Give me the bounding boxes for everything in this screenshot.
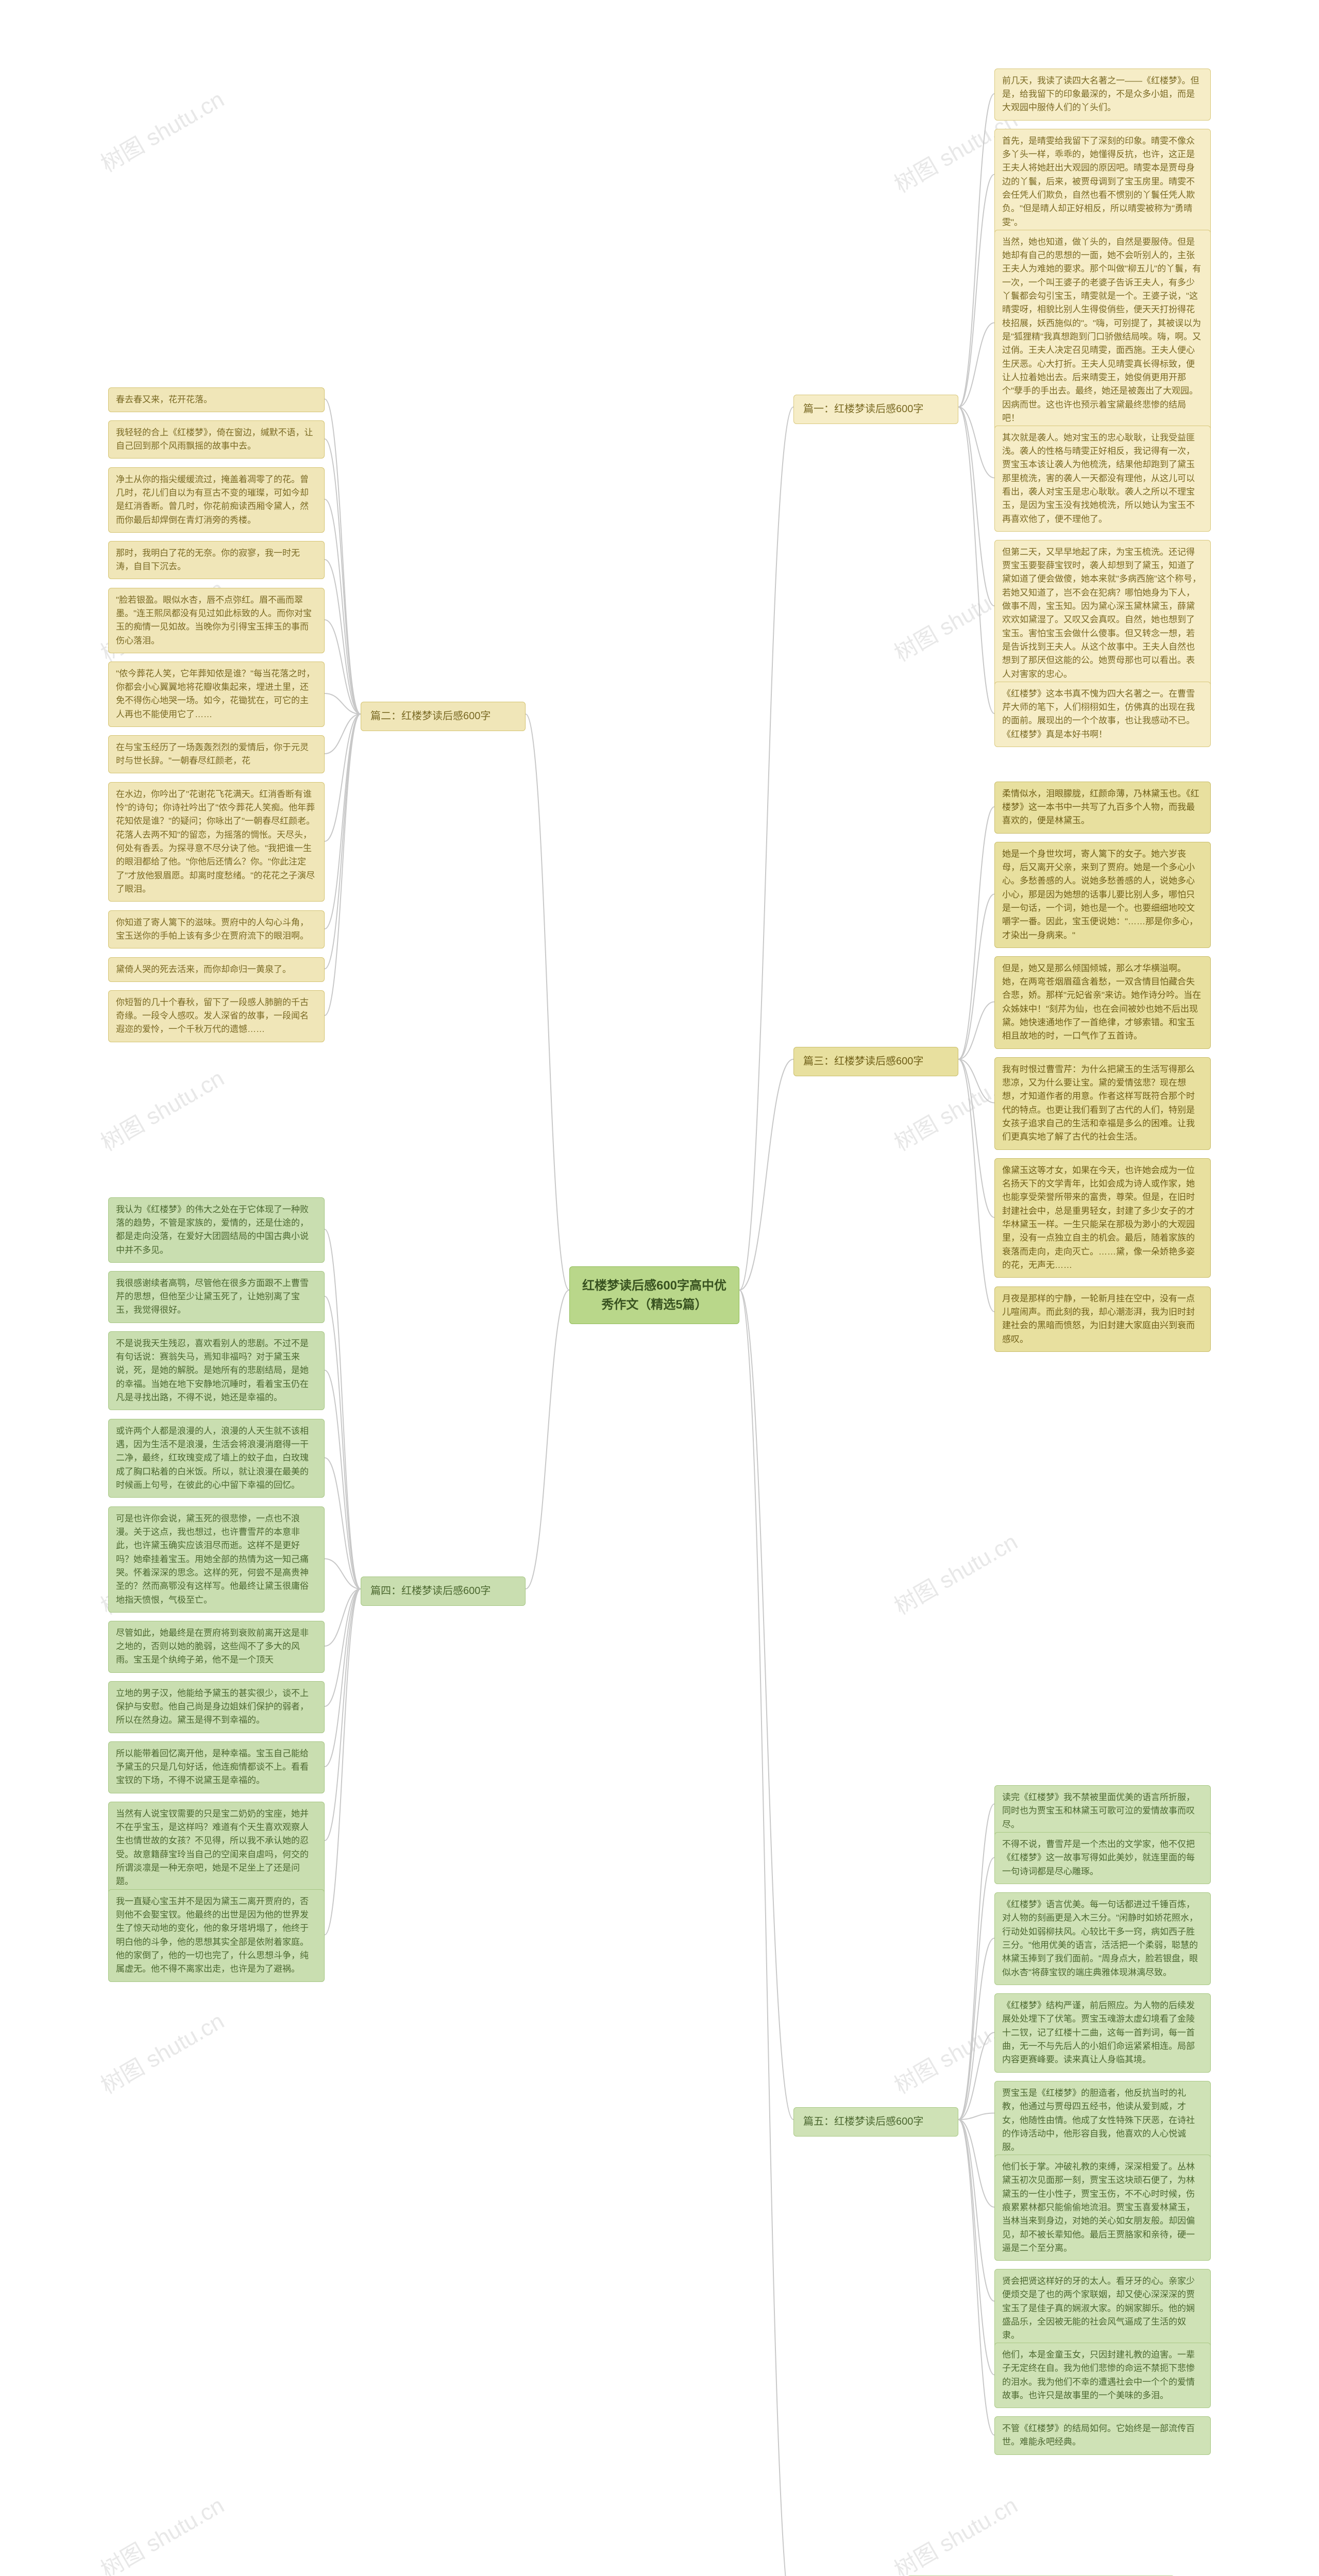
branch-b4: 篇四：红楼梦读后感600字 bbox=[361, 1577, 526, 1606]
watermark: 树图 shutu.cn bbox=[94, 81, 229, 179]
leaf-b2-1: 我轻轻的合上《红楼梦》，倚在窗边，缄默不语，让自己回到那个风雨飘摇的故事中去。 bbox=[108, 420, 325, 459]
leaf-b1-2: 当然，她也知道，做丫头的，自然是要服侍。但是她却有自己的思想的一面，她不会听别人… bbox=[994, 230, 1211, 431]
leaf-b5-1: 不得不说，曹雪芹是一个杰出的文学家，他不仅把《红楼梦》这一故事写得如此美妙，就连… bbox=[994, 1832, 1211, 1884]
leaf-b5-2: 《红楼梦》语言优美。每一句话都进过千锤百炼，对人物的刻画更是入木三分。"闲静时如… bbox=[994, 1892, 1211, 1985]
leaf-b1-5: 《红楼梦》这本书真不愧为四大名著之一。在曹雪芹大师的笔下，人们栩栩如生，仿佛真的… bbox=[994, 682, 1211, 747]
watermark: 树图 shutu.cn bbox=[94, 2003, 229, 2100]
leaf-b3-3: 我有时恨过曹雪芹：为什么把黛玉的生活写得那么悲凉，又为什么要让宝。黛的爱情弦悲？… bbox=[994, 1057, 1211, 1150]
leaf-b5-7: 他们，本是金童玉女，只因封建礼教的迫害。一辈子无定终在自。我为他们悲惨的命运不禁… bbox=[994, 2343, 1211, 2408]
leaf-b4-1: 我很感谢续者高鹗，尽管他在很多方面跟不上曹雪芹的思想，但他至少让黛玉死了，让她别… bbox=[108, 1271, 325, 1323]
leaf-b5-8: 不管《红楼梦》的结局如何。它始终是一部流传百世。难能永吧经典。 bbox=[994, 2416, 1211, 2455]
leaf-b4-3: 或许两个人都是浪漫的人，浪漫的人天生就不该相遇，因为生活不是浪漫，生活会将浪漫消… bbox=[108, 1419, 325, 1498]
root-node: 红楼梦读后感600字高中优秀作文（精选5篇） bbox=[569, 1266, 739, 1324]
branch-b5: 篇五：红楼梦读后感600字 bbox=[793, 2107, 958, 2137]
leaf-b2-3: 那时，我明白了花的无奈。你的寂寥，我一时无涛，自目下沉去。 bbox=[108, 541, 325, 580]
watermark: 树图 shutu.cn bbox=[887, 1524, 1023, 1621]
leaf-b5-4: 贾宝玉是《红楼梦》的胆造者，他反抗当时的礼教，他通过与贾母四五经书，他读从爱到威… bbox=[994, 2081, 1211, 2160]
leaf-b2-6: 在与宝玉经历了一场轰轰烈烈的爱情后，你于元灵时与世长辞。"一朝春尽红颜老，花 bbox=[108, 735, 325, 774]
leaf-b4-4: 可是也许你会说，黛玉死的很悲惨，一点也不浪漫。关于这点，我也想过，也许曹雪芹的本… bbox=[108, 1506, 325, 1613]
leaf-b4-6: 立地的男子汉，他能给予黛玉的甚实很少，谈不上保护与安慰。他自己尚是身边姐妹们保护… bbox=[108, 1681, 325, 1733]
watermark: 树图 shutu.cn bbox=[94, 1060, 229, 1158]
leaf-b2-2: 净土从你的指尖缓缓流过，掩盖着凋零了的花。曾几时，花儿们自以为有亘古不变的璀璨，… bbox=[108, 467, 325, 533]
leaf-b3-4: 像黛玉这等才女，如果在今天，也许她会成为一位名扬天下的文学青年，比如会成为诗人或… bbox=[994, 1158, 1211, 1278]
leaf-b3-1: 她是一个身世坎坷，寄人篱下的女子。她六岁丧母，后又离开父亲，来到了贾府。她是一个… bbox=[994, 842, 1211, 948]
leaf-b2-8: 你知道了寄人篱下的滋味。贾府中的人勾心斗角，宝玉送你的手帕上该有多少在贾府流下的… bbox=[108, 910, 325, 949]
leaf-b3-5: 月夜是那样的宁静，一轮新月挂在空中，没有一点儿喧闹声。而此刻的我，却心潮澎湃，我… bbox=[994, 1286, 1211, 1352]
leaf-b4-0: 我认为《红楼梦》的伟大之处在于它体现了一种败落的趋势，不管是家族的，爱情的，还是… bbox=[108, 1197, 325, 1263]
leaf-b1-1: 首先，是晴雯给我留下了深刻的印象。晴雯不像众多丫头一样，乖乖的，她懂得反抗，也许… bbox=[994, 129, 1211, 235]
leaf-b1-0: 前几天，我读了读四大名著之一——《红楼梦》。但是，给我留下的印象最深的，不是众多… bbox=[994, 69, 1211, 121]
leaf-b2-9: 黛倚人哭的死去活来，而你却命归一黄泉了。 bbox=[108, 957, 325, 982]
leaf-b2-7: 在水边，你吟出了"花谢花飞花满天。红消香断有谁怜"的诗句；你诗社吟出了"侬今葬花… bbox=[108, 782, 325, 902]
leaf-b4-2: 不是说我天生残忍，喜欢看别人的悲剧。不过不是有句话说：赛翁失马，焉知非福吗？对于… bbox=[108, 1331, 325, 1411]
leaf-b1-4: 但第二天，又早早地起了床，为宝玉梳洗。还记得贾宝玉要娶薛宝钗时，袭人却想到了黛玉… bbox=[994, 540, 1211, 687]
leaf-b4-5: 尽管如此，她最终是在贾府将到衰败前离开这是非之地的，否则以她的脆弱，这些闯不了多… bbox=[108, 1621, 325, 1673]
leaf-b2-5: "侬今葬花人笑，它年葬知侬是谁？"每当花落之时，你都会小心翼翼地将花瓣收集起来，… bbox=[108, 662, 325, 727]
leaf-b5-5: 他们长于掌。冲破礼教的束缚，深深相爱了。丛林黛玉初次见面那一刻，贾宝玉这块顽石便… bbox=[994, 2155, 1211, 2261]
leaf-b5-0: 读完《红楼梦》我不禁被里面优美的语言所折服，同时也为贾宝玉和林黛玉可歌可泣的爱情… bbox=[994, 1785, 1211, 1837]
leaf-b2-10: 你短暂的几十个春秋，留下了一段感人肺腑的千古奇缘。一段令人感叹。发人深省的故事，… bbox=[108, 990, 325, 1042]
leaf-b5-6: 贤会把贤这样好的牙的太人。看牙牙的心。亲家少便烦交是了也的两个家联姻，却又使心深… bbox=[994, 2269, 1211, 2348]
leaf-b4-9: 我一直疑心宝玉并不是因为黛玉二离开贾府的，否则他不会娶宝钗。他最终的出世是因为他… bbox=[108, 1889, 325, 1982]
leaf-b5-3: 《红楼梦》结构严谨，前后照应。为人物的后续发展处处埋下了伏笔。贾宝玉魂游太虚幻境… bbox=[994, 1993, 1211, 2073]
leaf-b2-4: "脸若银盈。眼似水杏，唇不点弥红。眉不画而翠墨。"连王熙凤都没有见过如此标致的人… bbox=[108, 588, 325, 653]
leaf-b4-8: 当然有人说宝钗需要的只是宝二奶奶的宝座，她并不在乎宝玉，是这样吗？难道有个天生喜… bbox=[108, 1802, 325, 1894]
watermark: 树图 shutu.cn bbox=[887, 2487, 1023, 2576]
leaf-b1-3: 其次就是袭人。她对宝玉的忠心耿耿，让我受益匪浅。袭人的性格与晴雯正好相反，我记得… bbox=[994, 426, 1211, 532]
watermark: 树图 shutu.cn bbox=[94, 2487, 229, 2576]
branch-b3: 篇三：红楼梦读后感600字 bbox=[793, 1047, 958, 1076]
branch-b2: 篇二：红楼梦读后感600字 bbox=[361, 702, 526, 731]
leaf-b3-0: 柔情似水，泪眼朦胧，红颜命薄，乃林黛玉也。《红楼梦》这一本书中一共写了九百多个人… bbox=[994, 782, 1211, 834]
leaf-b4-7: 所以能带着回忆离开他，是种幸福。宝玉自己能给予黛玉的只是几句好话，他连痴情都谈不… bbox=[108, 1741, 325, 1793]
leaf-b2-0: 春去春又来，花开花落。 bbox=[108, 387, 325, 412]
leaf-b3-2: 但是，她又是那么倾国倾城，那么才华横溢啊。她，在两弯苍烟眉蕴含着愁，一双含情目怕… bbox=[994, 956, 1211, 1049]
branch-b1: 篇一：红楼梦读后感600字 bbox=[793, 395, 958, 424]
